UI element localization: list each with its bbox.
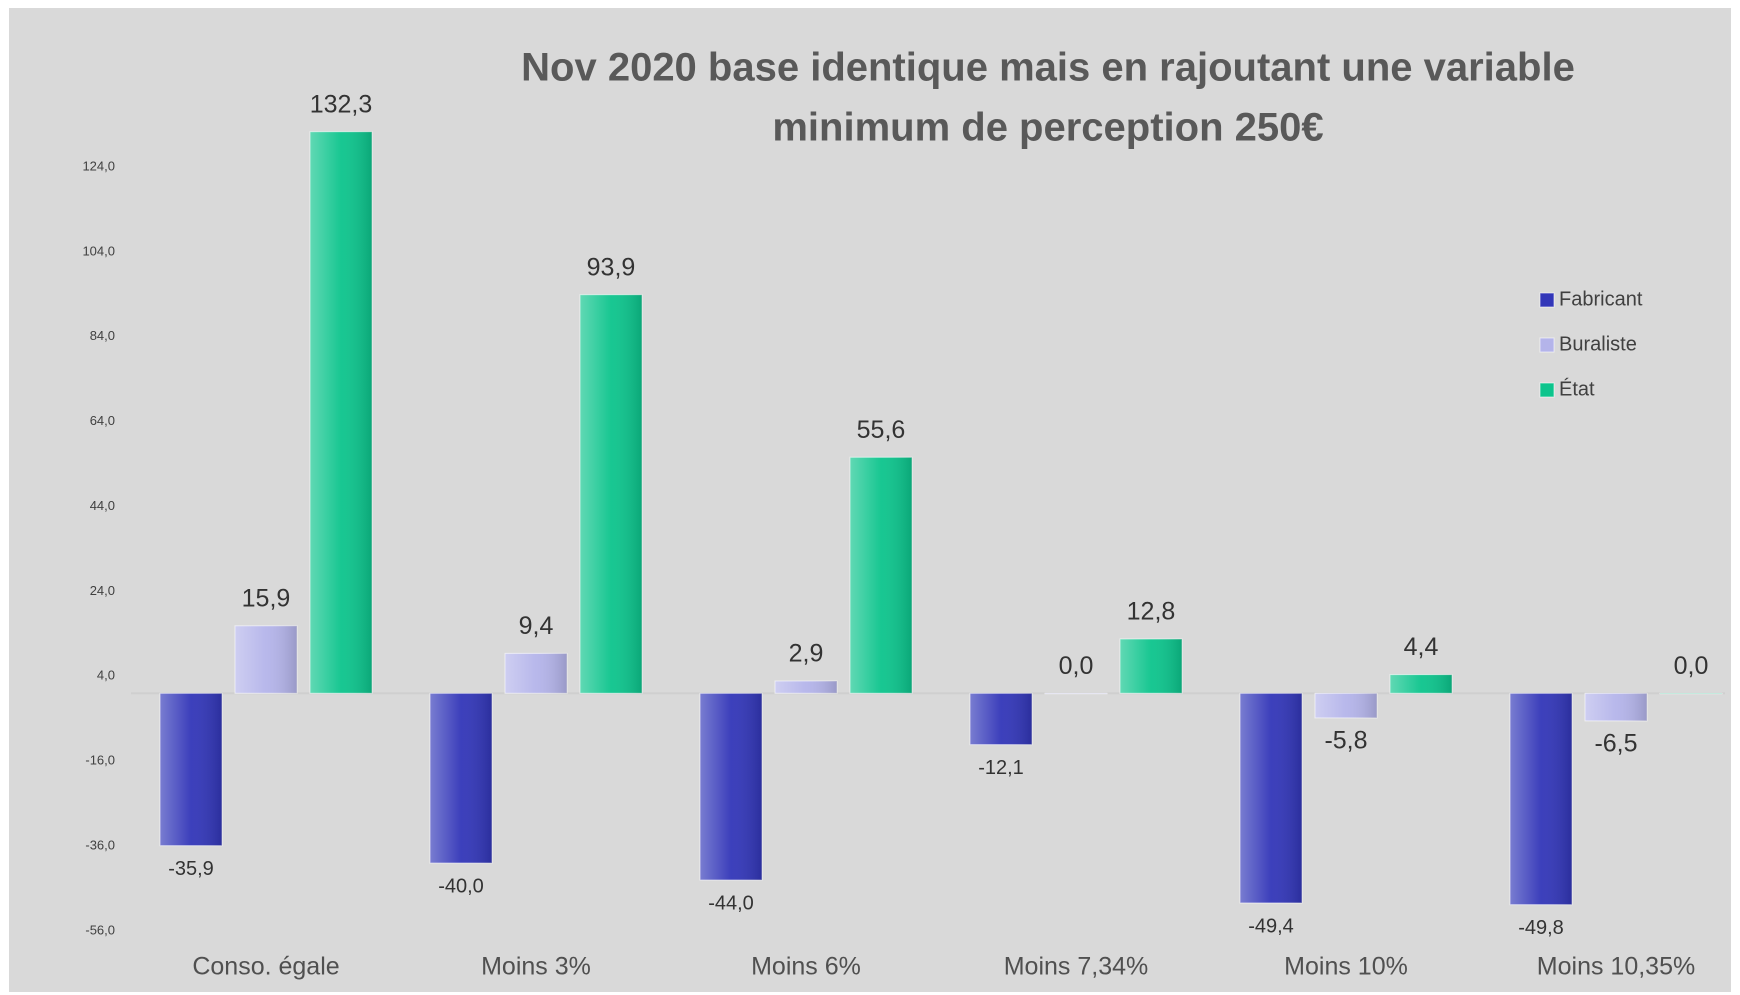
bar-shine xyxy=(700,693,762,881)
bar-shine xyxy=(850,457,912,694)
bar-shine xyxy=(580,294,642,694)
x-tick-label: Moins 6% xyxy=(751,953,861,981)
legend-label: Buraliste xyxy=(1559,333,1637,355)
x-tick-label: Moins 10% xyxy=(1284,953,1408,981)
data-label: 4,4 xyxy=(1404,633,1439,661)
data-label: 0,0 xyxy=(1674,652,1709,680)
y-tick-label: 64,0 xyxy=(90,413,115,428)
x-tick-label: Moins 3% xyxy=(481,953,591,981)
y-tick-label: 84,0 xyxy=(90,328,115,343)
legend-label: État xyxy=(1559,377,1595,400)
y-tick-label: 4,0 xyxy=(97,668,115,683)
data-label: -49,4 xyxy=(1248,915,1294,937)
legend-swatch xyxy=(1539,382,1555,398)
data-label: 15,9 xyxy=(242,584,291,612)
data-label: -40,0 xyxy=(438,875,484,897)
y-tick-label: 124,0 xyxy=(82,158,115,173)
data-label: 55,6 xyxy=(857,416,906,444)
y-tick-label: 24,0 xyxy=(90,583,115,598)
data-label: 12,8 xyxy=(1127,598,1176,626)
y-tick-label: -56,0 xyxy=(85,922,115,937)
bar-shine xyxy=(1240,693,1302,903)
bar-shine xyxy=(775,680,837,694)
data-label: -44,0 xyxy=(708,892,754,914)
data-label: -5,8 xyxy=(1324,727,1367,755)
data-label: -6,5 xyxy=(1594,729,1637,757)
bar-shine xyxy=(1510,693,1572,905)
bar xyxy=(1659,692,1723,695)
bar-shine xyxy=(235,625,297,694)
y-tick-label: -16,0 xyxy=(85,753,115,768)
bar-shine xyxy=(1120,638,1182,694)
y-tick-label: 104,0 xyxy=(82,243,115,258)
bar xyxy=(1044,692,1108,695)
data-label: 132,3 xyxy=(310,90,373,118)
data-label: -49,8 xyxy=(1518,917,1564,939)
bar-shine xyxy=(430,693,492,864)
y-tick-label: 44,0 xyxy=(90,498,115,513)
legend-label: Fabricant xyxy=(1559,288,1643,310)
y-tick-label: -36,0 xyxy=(85,838,115,853)
bar-shine xyxy=(505,653,567,694)
data-label: 2,9 xyxy=(789,640,824,668)
x-tick-label: Conso. égale xyxy=(192,953,339,981)
data-label: 93,9 xyxy=(587,253,636,281)
chart-title: Nov 2020 base identique mais en rajoutan… xyxy=(521,46,1575,90)
x-tick-label: Moins 10,35% xyxy=(1537,953,1695,981)
x-tick-label: Moins 7,34% xyxy=(1004,953,1149,981)
bar-shine xyxy=(1585,693,1647,721)
bar-shine xyxy=(310,131,372,694)
bar-shine xyxy=(1390,674,1452,694)
data-label: -12,1 xyxy=(978,757,1024,779)
bar-shine xyxy=(160,693,222,846)
legend-swatch xyxy=(1539,337,1555,353)
bar-shine xyxy=(1315,693,1377,718)
legend-swatch xyxy=(1539,292,1555,308)
data-label: -35,9 xyxy=(168,858,214,880)
chart-title: minimum de perception 250€ xyxy=(772,106,1323,150)
data-label: 0,0 xyxy=(1059,652,1094,680)
data-label: 9,4 xyxy=(519,612,554,640)
bar-shine xyxy=(970,693,1032,745)
